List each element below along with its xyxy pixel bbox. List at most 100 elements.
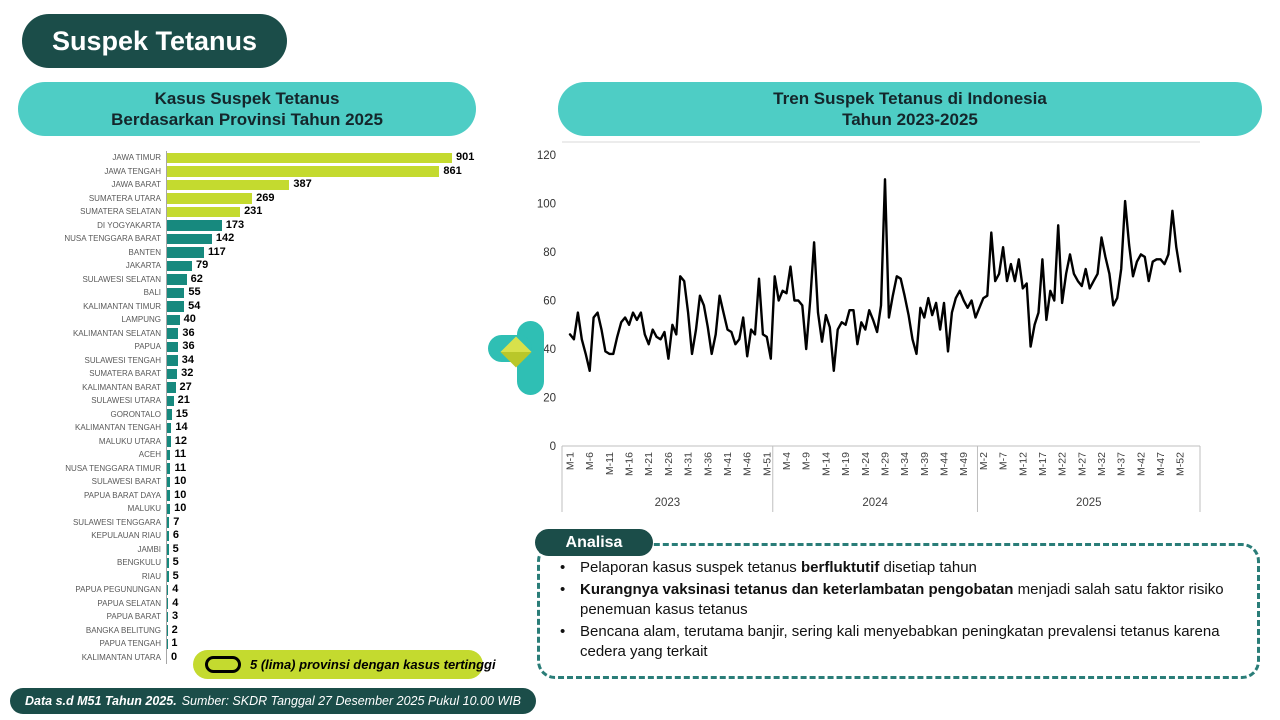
bar-track: 36 [166,326,490,340]
bar-chart-header: Kasus Suspek Tetanus Berdasarkan Provins… [18,82,476,136]
province-label: JAWA BARAT [111,180,162,190]
bar-row: BALI 55 [20,286,490,300]
bar [167,503,171,514]
province-label: SUMATERA BARAT [89,369,161,379]
bar-value: 173 [225,218,245,231]
x-axis-tick-label: M-2 [978,452,990,470]
bar-row: SULAWESI TENGGARA 7 [20,515,490,529]
bar-track: 10 [166,475,490,489]
bar [167,314,180,325]
bar-track: 54 [166,299,490,313]
province-label: SULAWESI SELATAN [82,274,161,284]
bar-track: 3 [166,610,490,624]
bar-value: 11 [174,448,187,460]
bar [167,611,168,622]
province-label: KALIMANTAN TENGAH [75,423,161,433]
bar-row: JAMBI 5 [20,542,490,556]
bar-track: 15 [166,407,490,421]
bar [167,449,171,460]
y-axis-tick-label: 120 [537,150,556,162]
x-axis-tick-label: M-19 [840,452,852,476]
bar-row: PAPUA 36 [20,340,490,354]
x-axis-tick-label: M-41 [722,452,734,476]
y-axis-tick-label: 100 [537,199,556,211]
bar-row: KEPULAUAN RIAU 6 [20,529,490,543]
bar-track: 40 [166,313,490,327]
province-label: JAWA TENGAH [104,166,161,176]
bar [167,436,171,447]
bar-value: 231 [244,205,263,217]
bar-row: MALUKU 10 [20,502,490,516]
analysis-bold-text: berfluktutif [800,559,880,576]
bar-row: BENGKULU 5 [20,556,490,570]
province-label: ACEH [138,450,161,460]
health-plus-logo-icon [488,319,546,397]
bar-row: DI YOGYAKARTA 173 [20,218,490,232]
year-label: 2024 [862,497,888,509]
bar-value: 27 [179,380,192,393]
analysis-bold-text: Kurangnya vaksinasi tetanus dan keterlam… [580,580,1014,598]
year-label: 2025 [1076,497,1102,509]
bar [167,476,171,487]
bar [167,557,169,568]
bar-track: 269 [166,191,490,205]
bar [167,368,178,379]
bar-value: 36 [182,326,195,339]
bar-track: 5 [166,542,490,556]
x-axis-tick-label: M-29 [879,452,891,476]
bar-track: 173 [166,218,490,232]
bar-value: 861 [443,164,462,177]
bar-value: 10 [174,502,187,514]
province-label: PAPUA SELATAN [97,598,161,608]
bar-value: 7 [173,515,180,528]
bar-row: PAPUA BARAT 3 [20,610,490,624]
x-axis-tick-label: M-51 [761,452,773,476]
province-label: BALI [143,288,161,298]
bar-row: PAPUA PEGUNUNGAN 4 [20,583,490,597]
bar [167,355,178,366]
footer-source: Sumber: SKDR Tanggal 27 Desember 2025 Pu… [181,694,521,708]
legend-label: 5 (lima) provinsi dengan kasus tertinggi [250,657,496,672]
bar-chart-header-line1: Kasus Suspek Tetanus [154,89,340,108]
top5-oval-icon [205,656,241,673]
bar-row: SULAWESI SELATAN 62 [20,272,490,286]
x-axis-tick-label: M-46 [742,452,754,476]
bar-track: 5 [166,556,490,570]
analysis-text: Bencana alam, terutama banjir, sering ka… [580,622,1220,661]
analysis-bullet: Pelaporan kasus suspek tetanus berfluktu… [550,558,1239,579]
bar-row: KALIMANTAN TIMUR 54 [20,299,490,313]
bar-track: 2 [166,623,490,637]
x-axis-tick-label: M-36 [702,452,714,476]
y-axis-tick-label: 0 [550,441,556,453]
bar-track: 10 [166,502,490,516]
bar [167,287,185,298]
bar [167,422,172,433]
province-label: JAKARTA [125,261,161,271]
bar-track: 55 [166,286,490,300]
bar-track: 1 [166,637,490,651]
line-chart-header-line2: Tahun 2023-2025 [842,110,978,129]
x-axis-tick-label: M-52 [1175,452,1187,476]
bar-chart-header-line2: Berdasarkan Provinsi Tahun 2025 [111,110,383,129]
bar-track: 231 [166,205,490,219]
bar-row: BANGKA BELITUNG 2 [20,623,490,637]
bar-row: MALUKU UTARA 12 [20,434,490,448]
bar [167,584,169,595]
bar-value: 10 [174,475,187,487]
bar-track: 387 [166,178,490,192]
bar [167,152,452,163]
x-axis-tick-label: M-34 [899,452,911,476]
y-axis-tick-label: 80 [543,247,556,259]
x-axis-tick-label: M-26 [663,452,675,476]
bar-value: 5 [172,556,179,568]
bar-value: 62 [190,272,203,285]
bar-row: KALIMANTAN BARAT 27 [20,380,490,394]
bar-value: 4 [172,596,179,609]
bar-value: 14 [175,421,188,433]
province-label: SUMATERA UTARA [88,193,161,203]
bar [167,409,172,420]
bar-track: 4 [166,596,490,610]
bar [167,571,169,582]
bar-track: 4 [166,583,490,597]
bar-row: JAWA TENGAH 861 [20,164,490,178]
